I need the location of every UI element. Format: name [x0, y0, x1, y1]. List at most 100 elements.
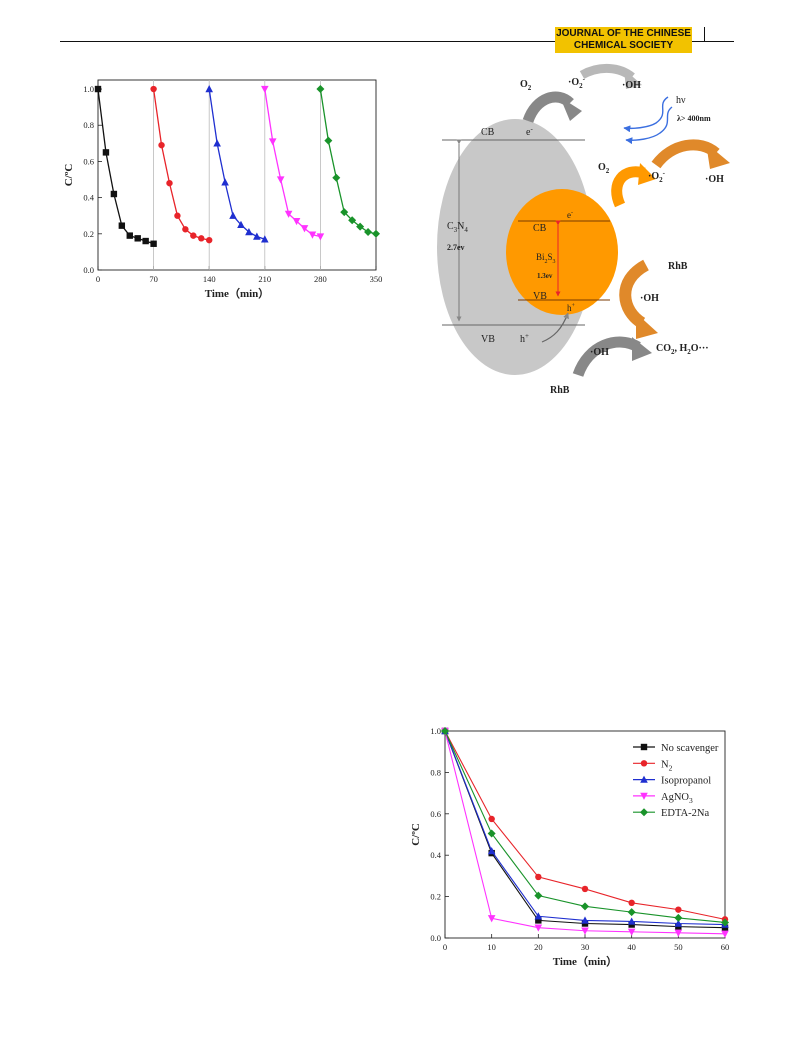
data-point: [237, 220, 245, 228]
x-axis-label: Time（min）: [553, 955, 618, 968]
data-point: [721, 918, 729, 927]
data-point: [675, 906, 682, 913]
legend-marker: [640, 808, 648, 817]
data-point: [213, 139, 221, 147]
data-point: [158, 141, 165, 149]
data-point: [534, 891, 543, 900]
data-point: [110, 190, 118, 198]
series-line: [152, 88, 210, 241]
bottom-curved-arrow-head: [632, 337, 652, 361]
y-tick-label: 0.6: [83, 156, 94, 166]
oh-right-label: ·OH: [705, 174, 724, 185]
data-point: [126, 232, 133, 239]
data-point: [441, 727, 449, 735]
data-point: [205, 85, 213, 93]
legend-label: N2: [661, 759, 673, 772]
data-point: [206, 236, 213, 244]
data-point: [221, 178, 229, 186]
data-point: [150, 85, 157, 93]
data-point: [150, 240, 157, 247]
mechanism-diagram: CB e- C3N4 2.7ev VB h+ CB e- Bi2S3 1.3ev…: [437, 64, 730, 396]
data-point: [534, 912, 543, 920]
journal-name-line2: CHEMICAL SOCIETY: [573, 40, 674, 51]
bi-hole-label: h+: [567, 303, 576, 313]
data-point: [142, 237, 149, 245]
x-tick-label: 0: [96, 274, 100, 284]
header-tick: [704, 27, 705, 41]
x-tick-label: 20: [534, 942, 543, 952]
scavenger-chart: 0 10 20 30 40 50 60 0.0 0.2 0.4 0.6 0.8 1.0 Time（min）…: [410, 726, 730, 968]
x-axis-label: Time（min）: [205, 287, 270, 300]
series-line: [264, 88, 321, 238]
data-point: [316, 233, 325, 241]
cycling-chart: 0 70 140 210 280 350 0.0 0.2 0.4 0.6 0.8 1.0 Time（mi…: [63, 79, 383, 300]
c3n4-hole-label: h+: [520, 332, 529, 345]
legend-label: No scavenger: [661, 743, 719, 754]
data-point: [721, 930, 729, 938]
data-point: [487, 829, 496, 838]
c3n4-gap-label: 2.7ev: [447, 243, 465, 252]
right-upper-arrow-head: [706, 143, 730, 169]
o2-radical-right-label: ·O2-: [648, 169, 666, 184]
data-point: [182, 226, 189, 233]
data-point: [166, 179, 173, 187]
y-axis-label: C/ºC: [63, 164, 75, 187]
data-point: [534, 924, 543, 932]
data-point: [268, 138, 277, 146]
o2-top-label: O2: [520, 79, 532, 92]
y-tick-label: 0.8: [83, 120, 94, 130]
y-tick-label: 0.6: [430, 809, 441, 819]
data-point: [581, 927, 589, 935]
right-curved-arrow: [611, 166, 646, 208]
data-point: [674, 919, 683, 927]
x-tick-label: 60: [721, 942, 730, 952]
bi2s3-particle: [506, 189, 618, 315]
c3n4-cb-label: CB: [481, 127, 495, 138]
data-point: [174, 212, 181, 219]
light-ray-2: [625, 106, 673, 145]
top-curved-arrow: [522, 91, 574, 124]
rhb-right-label: RhB: [668, 261, 688, 272]
data-point: [324, 136, 333, 145]
data-point: [364, 228, 373, 236]
legend-label: AgNO3: [661, 792, 693, 805]
series-line: [444, 730, 726, 926]
top-right-arrow-head: [624, 69, 642, 89]
legend-label: Isopropanol: [661, 776, 711, 787]
y-tick-label: 0.0: [430, 933, 441, 943]
data-point: [300, 225, 309, 233]
y-tick-label: 0.0: [83, 265, 94, 275]
data-point: [308, 231, 317, 239]
o2-right-label: O2: [598, 162, 610, 175]
hv-label: hν: [676, 95, 686, 106]
y-tick-label: 0.4: [430, 850, 441, 860]
data-point: [581, 885, 589, 893]
journal-badge: JOURNAL OF THE CHINESE CHEMICAL SOCIETY: [555, 27, 692, 53]
oh-mid-label: ·OH: [640, 293, 659, 304]
data-point: [356, 222, 365, 231]
data-point: [535, 873, 542, 881]
data-point: [245, 228, 253, 236]
scavenger-series-3: [441, 727, 729, 928]
right-curved-arrow-head: [638, 163, 656, 185]
y-tick-label: 0.8: [430, 767, 441, 777]
rhb-curved-arrow-head: [636, 313, 658, 339]
oh-bottom-label: ·OH: [590, 347, 609, 358]
header-rule: [60, 41, 734, 42]
plot-frame: [97, 79, 377, 271]
y-axis-label: C/ºC: [410, 823, 422, 846]
bi-gap-label: 1.3ev: [537, 272, 553, 280]
data-point: [488, 815, 495, 823]
c3n4-vb-label: VB: [481, 334, 495, 345]
x-tick-label: 210: [258, 274, 271, 284]
cycle-series-5: [316, 85, 380, 238]
x-tick-label: 350: [370, 274, 383, 284]
x-tick-label: 10: [487, 942, 496, 952]
y-tick-label: 1.0: [430, 726, 441, 736]
x-tick-label: 30: [581, 942, 590, 952]
data-point: [284, 210, 293, 218]
light-ray-1: [623, 96, 669, 133]
data-point: [276, 176, 285, 184]
scavenger-series-1: [441, 727, 729, 931]
y-tick-label: 0.4: [83, 193, 94, 203]
